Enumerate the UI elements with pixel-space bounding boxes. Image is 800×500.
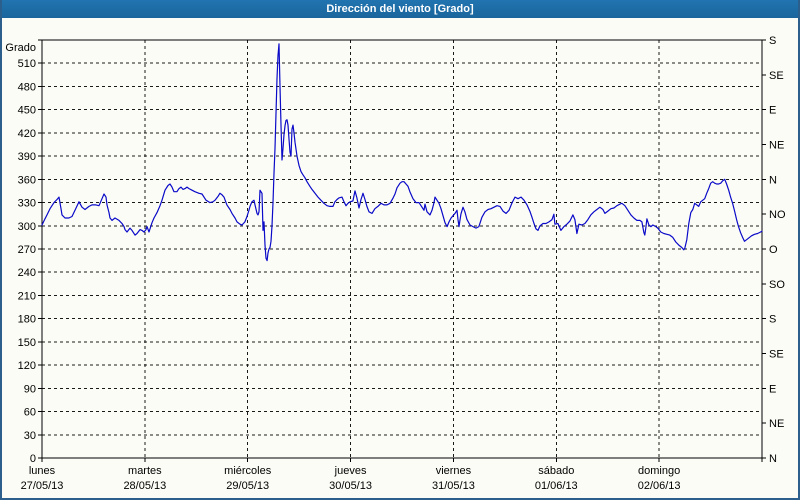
x-axis-date-label: 02/06/13: [638, 480, 681, 492]
y-axis-right-tick-label: NE: [769, 418, 784, 430]
y-axis-left-tick-label: 330: [18, 198, 36, 210]
y-axis-right-tick-label: N: [769, 453, 777, 465]
y-axis-left-tick-label: 0: [30, 453, 36, 465]
y-axis-left-tick-label: 360: [18, 174, 36, 186]
y-axis-right-tick-label: N: [769, 174, 777, 186]
window-title-bar: Dirección del viento [Grado]: [2, 0, 798, 18]
y-axis-right-tick-label: S: [769, 314, 776, 326]
gridlines: [42, 40, 762, 458]
x-axis-day-label: viernes: [436, 465, 472, 477]
y-axis-right-tick-label: NE: [769, 140, 784, 152]
y-axis-left-tick-label: 480: [18, 81, 36, 93]
x-axis-date-label: 31/05/13: [432, 480, 475, 492]
x-axis-date-label: 01/06/13: [535, 480, 578, 492]
y-axis-left-tick-label: 30: [24, 430, 36, 442]
y-axis-right-tick-label: SE: [769, 70, 784, 82]
x-axis-date-label: 30/05/13: [329, 480, 372, 492]
y-axis-left-tick-label: 90: [24, 383, 36, 395]
y-axis-right-tick-label: O: [769, 244, 778, 256]
y-axis-left-tick-label: 240: [18, 267, 36, 279]
y-axis-left-tick-label: 450: [18, 105, 36, 117]
x-axis-day-label: martes: [128, 465, 162, 477]
y-axis-left-tick-label: 270: [18, 244, 36, 256]
x-axis-day-label: domingo: [638, 465, 680, 477]
x-axis-labels: lunes 27/05/13 martes 28/05/13 miércoles 29/0…: [21, 465, 681, 492]
y-axis-unit-label: Grado: [5, 42, 36, 54]
x-axis-day-label: lunes: [29, 465, 56, 477]
x-axis-day-label: sábado: [538, 465, 574, 477]
x-axis-day-label: miércoles: [224, 465, 272, 477]
y-axis-left-tick-label: 210: [18, 290, 36, 302]
y-axis-left-tick-label: 300: [18, 221, 36, 233]
y-axis-right-tick-label: E: [769, 105, 776, 117]
y-axis-left-tick-label: 60: [24, 407, 36, 419]
x-axis-date-label: 29/05/13: [226, 480, 269, 492]
x-axis-day-label: jueves: [334, 465, 367, 477]
wind-direction-chart: Grado 0 30 60 90 120 150 180 210 240 270 300 330 360 3…: [5, 35, 786, 492]
x-axis-date-label: 28/05/13: [123, 480, 166, 492]
y-axis-left-tick-label: 420: [18, 128, 36, 140]
y-axis-right-labels: S SE E NE N NO O SO S SE E NE N: [769, 35, 786, 465]
y-axis-left-labels: Grado 0 30 60 90 120 150 180 210 240 270 300 330 360 3…: [5, 42, 36, 465]
x-axis-date-label: 27/05/13: [21, 480, 64, 492]
y-axis-right-tick-label: SE: [769, 349, 784, 361]
y-axis-left-tick-label: 150: [18, 337, 36, 349]
y-axis-right-tick-label: NO: [769, 209, 786, 221]
y-axis-left-tick-label: 390: [18, 151, 36, 163]
y-axis-left-tick-label: 510: [18, 58, 36, 70]
window-title: Dirección del viento [Grado]: [326, 3, 474, 15]
y-axis-right-tick-label: SO: [769, 279, 785, 291]
axis-ticks: [38, 39, 766, 462]
y-axis-right-tick-label: S: [769, 35, 776, 47]
y-axis-left-tick-label: 120: [18, 360, 36, 372]
y-axis-right-tick-label: E: [769, 383, 776, 395]
wind-direction-series-line: [41, 43, 763, 262]
y-axis-left-tick-label: 180: [18, 314, 36, 326]
